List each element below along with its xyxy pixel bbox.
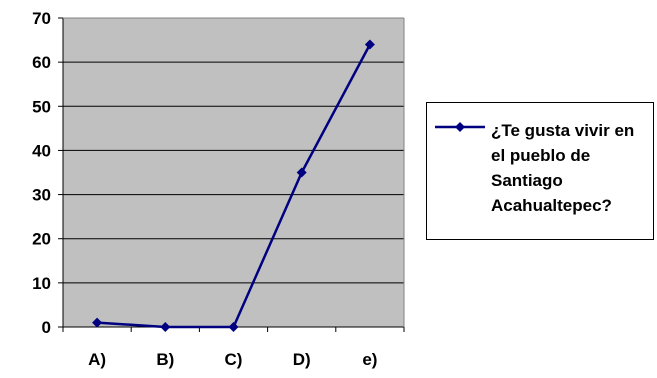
legend-series-marker: [435, 122, 485, 132]
data-point: [92, 317, 103, 328]
y-tick-labels: 0 10 20 30 40 50 60 70: [32, 9, 51, 337]
y-tick-label: 30: [32, 186, 51, 205]
legend: ¿Te gusta vivir en el pueblo de Santiago…: [426, 102, 654, 240]
y-tick-label: 70: [32, 9, 51, 28]
x-tick-labels: A) B) C) D) e): [88, 350, 377, 369]
x-tick-label: A): [88, 350, 106, 369]
y-tick-label: 60: [32, 53, 51, 72]
legend-series-label: ¿Te gusta vivir en el pueblo de Santiago…: [491, 121, 635, 215]
data-point: [296, 167, 307, 178]
y-tick-label: 20: [32, 230, 51, 249]
plot-area: [63, 18, 404, 327]
y-tick-label: 50: [32, 97, 51, 116]
x-tick-label: B): [156, 350, 174, 369]
series: [92, 39, 375, 332]
data-point: [228, 322, 239, 332]
y-tick-label: 40: [32, 141, 51, 160]
x-tick-label: C): [225, 350, 243, 369]
y-tick-label: 0: [42, 318, 51, 337]
y-tick-label: 10: [32, 274, 51, 293]
x-tick-label: D): [293, 350, 311, 369]
data-point: [160, 322, 171, 332]
x-tick-label: e): [362, 350, 377, 369]
data-point: [364, 39, 375, 50]
